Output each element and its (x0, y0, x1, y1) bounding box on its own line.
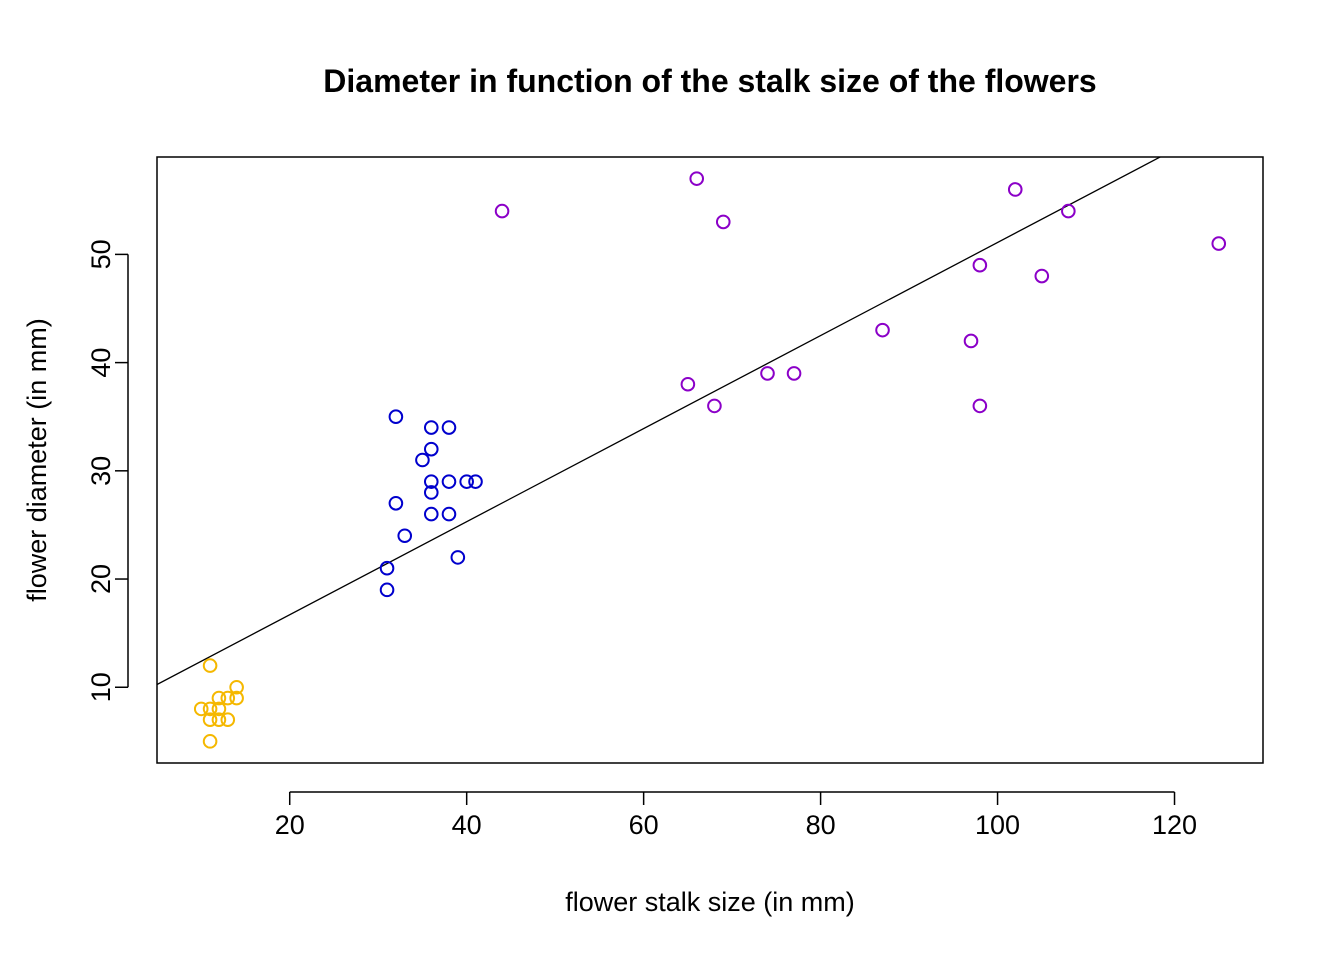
data-point (423, 441, 439, 457)
data-point (202, 658, 218, 673)
data-point (379, 560, 395, 576)
data-point (220, 712, 236, 728)
y-tick-label: 50 (86, 239, 116, 269)
x-axis: 20 40 60 80 100 120 (275, 791, 1197, 840)
data-point (423, 474, 439, 489)
data-point (211, 712, 227, 728)
data-point (423, 506, 439, 522)
data-point (220, 690, 236, 706)
data-point (202, 701, 218, 717)
x-axis-label: flower stalk size (in mm) (565, 887, 855, 917)
data-points (193, 171, 1227, 749)
x-tick-label: 100 (975, 810, 1020, 840)
x-tick-label: 80 (806, 810, 836, 840)
data-point (211, 701, 227, 717)
data-point (441, 474, 457, 489)
data-point (423, 485, 439, 500)
data-point (875, 322, 890, 338)
data-point (229, 679, 244, 695)
data-point (468, 474, 483, 489)
data-point (388, 409, 404, 425)
data-point (1007, 182, 1023, 197)
data-point (193, 701, 209, 717)
plot-area-frame (156, 156, 1264, 764)
y-axis-label: flower diameter (in mm) (22, 318, 52, 602)
data-point (1211, 236, 1227, 251)
y-tick-label: 20 (86, 564, 116, 594)
data-point (689, 171, 705, 186)
data-point (963, 333, 979, 349)
y-tick-label: 10 (86, 672, 116, 702)
data-point (786, 366, 802, 381)
y-tick-label: 40 (86, 348, 116, 378)
data-point (423, 420, 439, 435)
y-tick-label: 30 (86, 456, 116, 486)
data-point (459, 474, 474, 489)
data-point (379, 582, 395, 598)
data-point (1061, 203, 1076, 219)
data-point (494, 203, 510, 219)
data-point (1034, 268, 1050, 284)
data-point (229, 690, 244, 706)
data-point (707, 398, 722, 414)
data-point (397, 528, 413, 544)
data-point (202, 712, 218, 728)
data-point (715, 214, 731, 230)
data-point (972, 257, 988, 273)
y-axis: 10 20 30 40 50 (86, 239, 129, 702)
data-point (760, 366, 775, 381)
regression-line (157, 157, 1162, 686)
data-point (972, 398, 988, 414)
data-point (388, 495, 404, 511)
data-point (415, 452, 430, 468)
chart-title: Diameter in function of the stalk size o… (323, 63, 1096, 99)
data-point (202, 734, 218, 749)
x-tick-label: 20 (275, 810, 305, 840)
x-tick-label: 120 (1152, 810, 1197, 840)
regression-line-group (157, 157, 1162, 686)
x-tick-label: 40 (452, 810, 482, 840)
data-point (441, 420, 457, 435)
x-tick-label: 60 (629, 810, 659, 840)
data-point (450, 550, 466, 565)
data-point (211, 690, 227, 706)
data-point (680, 376, 696, 392)
data-point (441, 506, 457, 522)
